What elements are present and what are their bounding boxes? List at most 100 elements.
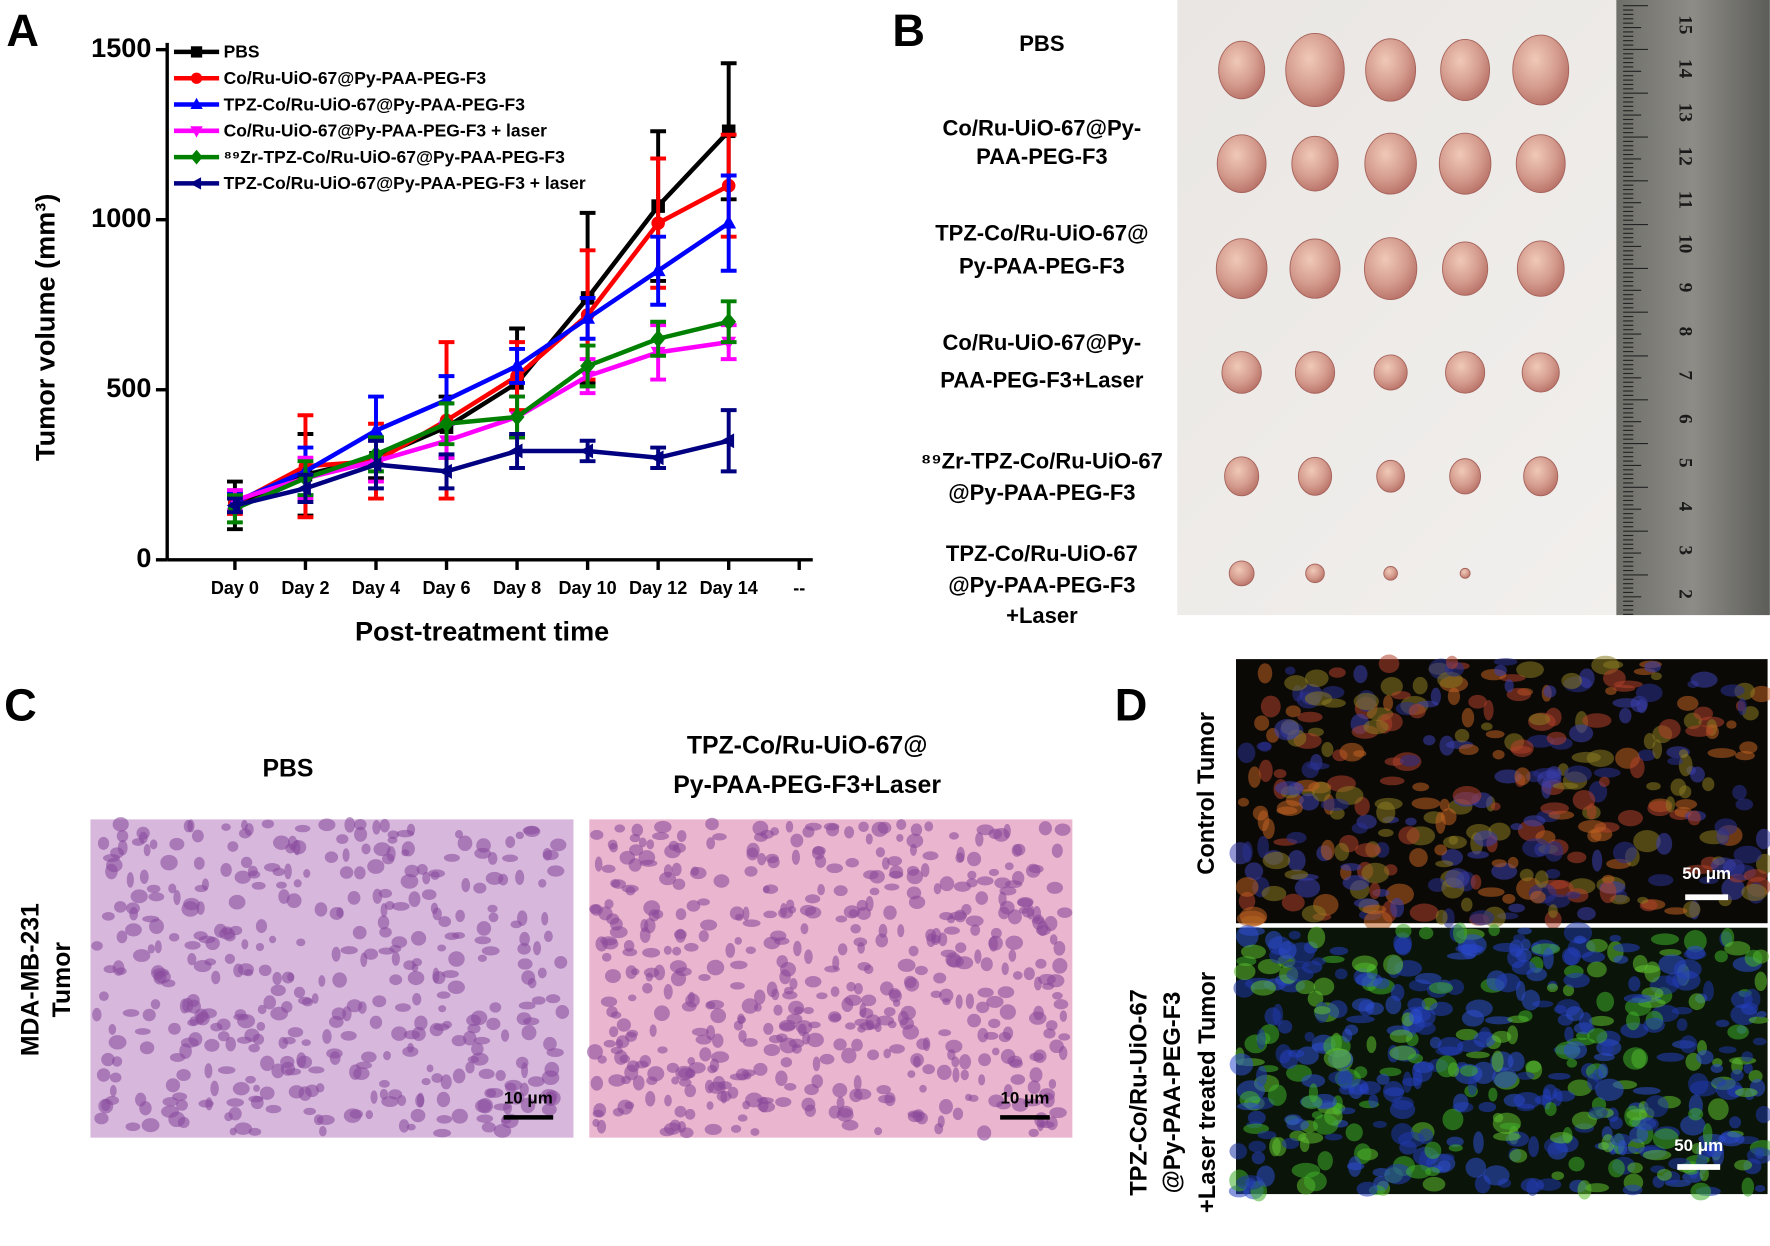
cell xyxy=(639,1054,651,1068)
cell xyxy=(1058,1033,1071,1041)
cell xyxy=(1313,1114,1339,1135)
cell xyxy=(1529,890,1546,904)
cell xyxy=(952,1067,960,1083)
cell xyxy=(1665,796,1676,813)
cell xyxy=(1710,857,1737,873)
cell xyxy=(1677,695,1699,711)
cell xyxy=(1002,1026,1014,1040)
cell xyxy=(1642,1149,1672,1161)
cell xyxy=(379,926,392,938)
cell xyxy=(1385,883,1414,906)
cell xyxy=(1603,669,1626,688)
cell xyxy=(380,903,388,918)
cell xyxy=(1743,988,1761,1010)
cell xyxy=(273,835,290,850)
cell xyxy=(819,1053,835,1065)
cell xyxy=(1342,875,1370,891)
cell xyxy=(517,943,531,955)
cell xyxy=(1001,962,1009,976)
cell xyxy=(1322,955,1345,964)
legend-label: PBS xyxy=(224,42,260,62)
cell xyxy=(1239,926,1265,936)
cell xyxy=(134,1028,151,1035)
cell xyxy=(237,963,254,976)
cell xyxy=(704,1123,722,1136)
cell xyxy=(210,1080,219,1097)
cell xyxy=(1483,1165,1510,1186)
cell xyxy=(248,870,261,879)
cell xyxy=(367,859,385,874)
cell xyxy=(1612,698,1640,708)
cell xyxy=(737,1114,748,1122)
cell xyxy=(101,1052,115,1067)
cell xyxy=(476,1114,494,1123)
cell xyxy=(502,854,519,862)
cell xyxy=(802,826,815,838)
series-line xyxy=(234,319,730,511)
cell xyxy=(256,1021,266,1031)
cell xyxy=(1439,798,1450,812)
group-label: PAA-PEG-F3+Laser xyxy=(940,367,1144,392)
cell xyxy=(976,824,995,836)
cell xyxy=(478,1068,495,1079)
cell xyxy=(1637,896,1649,904)
cell xyxy=(543,930,553,942)
cell xyxy=(1522,838,1551,858)
cell xyxy=(1485,730,1505,739)
group-label: @Py-PAA-PEG-F3 xyxy=(948,480,1135,505)
cell xyxy=(1581,951,1606,963)
cell xyxy=(746,842,760,858)
cell xyxy=(1534,870,1549,888)
cell xyxy=(975,832,984,847)
cell xyxy=(1586,749,1615,767)
cell xyxy=(248,1043,260,1053)
cell xyxy=(770,827,780,836)
cell xyxy=(1004,880,1023,889)
cell xyxy=(686,900,701,912)
cell xyxy=(1513,933,1526,943)
cell xyxy=(1544,840,1564,862)
cell xyxy=(936,1064,952,1080)
cell xyxy=(1671,1006,1693,1015)
cell xyxy=(106,857,123,873)
tumor xyxy=(1228,560,1255,587)
cell xyxy=(920,863,930,878)
cell xyxy=(816,992,828,1000)
cell xyxy=(652,909,664,919)
cell xyxy=(406,823,416,836)
cell xyxy=(1618,1139,1628,1156)
cell xyxy=(896,819,907,830)
tumor xyxy=(1521,352,1560,393)
cell xyxy=(294,824,311,833)
cell xyxy=(1409,848,1428,868)
tumor xyxy=(1523,456,1559,497)
cell xyxy=(259,1086,275,1100)
cell xyxy=(1656,1052,1685,1062)
cell xyxy=(997,986,1015,999)
cell xyxy=(461,878,471,893)
cell xyxy=(1755,1106,1770,1124)
cell xyxy=(1294,877,1321,898)
cell xyxy=(892,998,901,1007)
cell xyxy=(849,1088,863,1103)
cell xyxy=(1478,1101,1497,1113)
cell xyxy=(1754,1184,1766,1193)
cell xyxy=(443,853,460,862)
cell xyxy=(193,931,208,941)
marker xyxy=(226,497,241,513)
cell xyxy=(789,978,798,990)
cell xyxy=(688,1062,706,1074)
cell xyxy=(416,864,428,875)
cell xyxy=(1473,830,1498,847)
cell xyxy=(470,1010,488,1026)
cell xyxy=(939,988,954,1003)
cell xyxy=(859,1007,874,1019)
cell xyxy=(1254,715,1270,731)
cell xyxy=(750,1128,760,1136)
cell xyxy=(1258,741,1272,752)
cell xyxy=(331,946,341,962)
cell xyxy=(407,970,425,986)
cell xyxy=(347,890,361,905)
cell xyxy=(1363,910,1393,932)
cell xyxy=(737,1015,746,1024)
